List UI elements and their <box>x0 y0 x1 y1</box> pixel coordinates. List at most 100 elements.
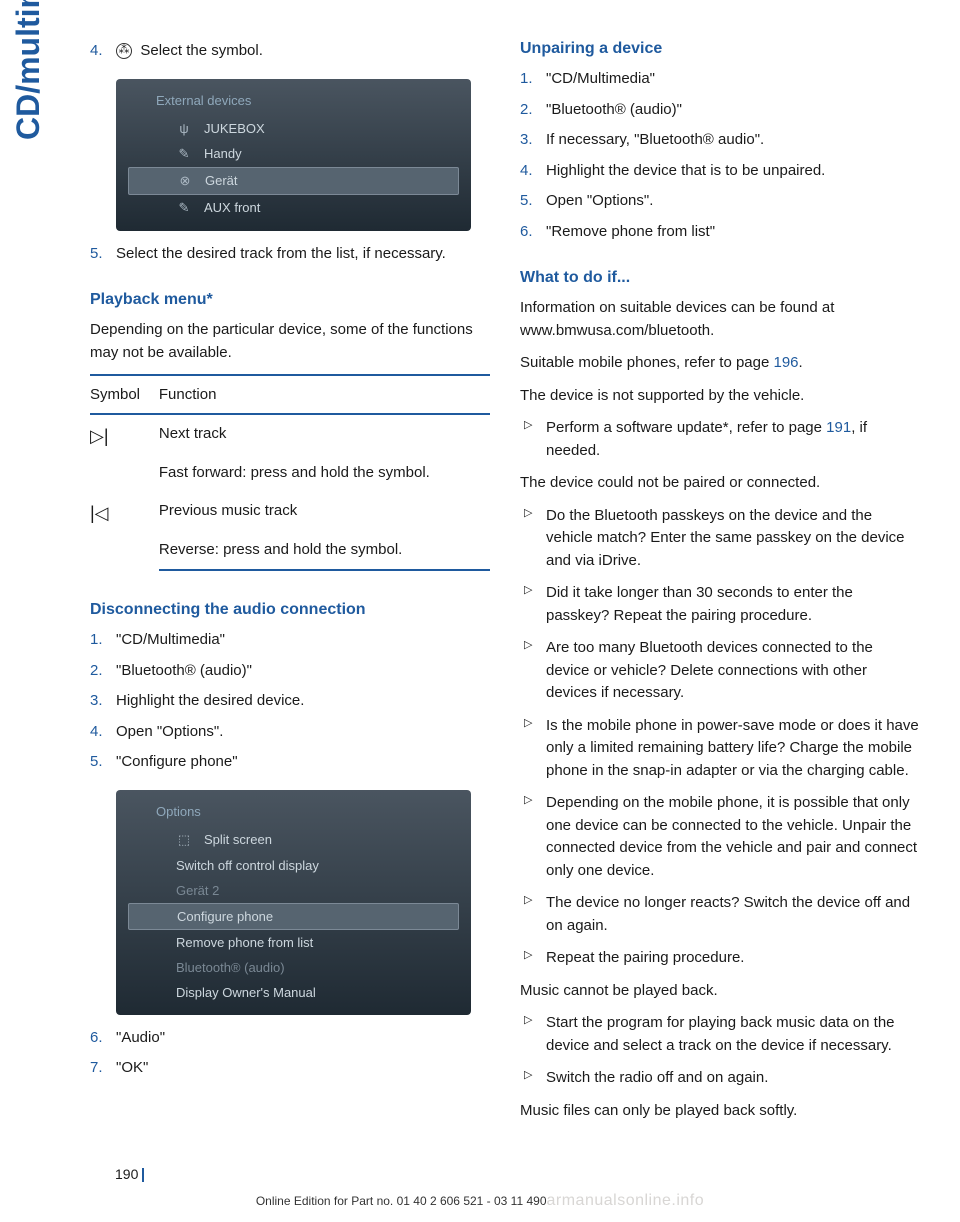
step-item: 4.Open "Options". <box>90 721 490 744</box>
bullet-item: ▷Is the mobile phone in power-save mode … <box>520 715 920 783</box>
step-item: 3.If necessary, "Bluetooth® audio". <box>520 129 920 152</box>
screenshot-row: Gerät 2 <box>116 878 471 903</box>
trouble3-bullets: ▷Start the program for playing back musi… <box>520 1012 920 1100</box>
symbol-cell: ▷| <box>90 414 159 492</box>
whatif-p2: Suitable mobile phones, refer to page 19… <box>520 352 920 375</box>
step-item: 2."Bluetooth® (audio)" <box>520 99 920 122</box>
prev-track-icon: |◁ <box>90 503 109 523</box>
triangle-icon: ▷ <box>520 1012 546 1057</box>
footer: Online Edition for Part no. 01 40 2 606 … <box>0 1192 960 1210</box>
playback-intro: Depending on the particular device, some… <box>90 319 490 364</box>
bluetooth-icon: ⁂ <box>116 43 132 59</box>
whatif-heading: What to do if... <box>520 269 920 287</box>
device-icon: ✎ <box>176 146 192 162</box>
function-cell: Fast forward: press and hold the symbol. <box>159 454 490 493</box>
triangle-icon: ▷ <box>520 947 546 970</box>
main-content: 4. ⁂ Select the symbol. External devices… <box>60 0 960 1222</box>
step-item: 6."Audio" <box>90 1027 490 1050</box>
steps-mid: 5. Select the desired track from the lis… <box>90 243 490 274</box>
triangle-icon: ▷ <box>520 715 546 783</box>
bluetooth-icon: ⊗ <box>177 173 193 189</box>
step-number: 4. <box>90 40 116 63</box>
step-item: 3.Highlight the desired device. <box>90 690 490 713</box>
step-item: 5."Configure phone" <box>90 751 490 774</box>
th-function: Function <box>159 375 490 414</box>
trouble1: The device is not supported by the vehic… <box>520 385 920 408</box>
triangle-icon: ▷ <box>520 505 546 573</box>
step-item: 7."OK" <box>90 1057 490 1080</box>
screenshot-header: External devices <box>116 89 471 116</box>
step-item: 1."CD/Multimedia" <box>520 68 920 91</box>
screenshot-row: Remove phone from list <box>116 930 471 955</box>
screenshot-options: Options ⬚Split screen Switch off control… <box>116 790 471 1015</box>
watermark: armanualsonline.info <box>547 1192 705 1209</box>
bullet-item: ▷The device no longer reacts? Switch the… <box>520 892 920 937</box>
bullet-item: ▷Did it take longer than 30 seconds to e… <box>520 582 920 627</box>
unpair-steps: 1."CD/Multimedia" 2."Bluetooth® (audio)"… <box>520 68 920 251</box>
screenshot-row: Bluetooth® (audio) <box>116 955 471 980</box>
split-icon: ⬚ <box>176 832 192 848</box>
triangle-icon: ▷ <box>520 792 546 882</box>
steps-bottom: 6."Audio" 7."OK" <box>90 1027 490 1088</box>
step-text: ⁂ Select the symbol. <box>116 40 490 63</box>
screenshot-row: Switch off control display <box>116 853 471 878</box>
function-table: Symbol Function ▷| Next track Fast forwa… <box>90 374 490 571</box>
screenshot-header: Options <box>116 800 471 827</box>
bullet-item: ▷Start the program for playing back musi… <box>520 1012 920 1057</box>
function-cell: Reverse: press and hold the symbol. <box>159 531 490 571</box>
bullet-item: ▷Repeat the pairing procedure. <box>520 947 920 970</box>
trouble1-bullets: ▷ Perform a software update*, refer to p… <box>520 417 920 472</box>
screenshot-row: ψJUKEBOX <box>116 116 471 141</box>
section-tab: CD/multimedia <box>0 0 60 1222</box>
next-track-icon: ▷| <box>90 426 109 446</box>
triangle-icon: ▷ <box>520 637 546 705</box>
section-label: CD/multimedia <box>10 0 47 140</box>
playback-heading: Playback menu* <box>90 291 490 309</box>
screenshot-row: ⬚Split screen <box>116 827 471 853</box>
aux-icon: ✎ <box>176 200 192 216</box>
screenshot-row: ✎Handy <box>116 141 471 167</box>
trouble3: Music cannot be played back. <box>520 980 920 1003</box>
triangle-icon: ▷ <box>520 582 546 627</box>
disconnect-steps: 1."CD/Multimedia" 2."Bluetooth® (audio)"… <box>90 629 490 782</box>
bullet-item: ▷Depending on the mobile phone, it is po… <box>520 792 920 882</box>
bullet-item: ▷ Perform a software update*, refer to p… <box>520 417 920 462</box>
step-item: 5.Open "Options". <box>520 190 920 213</box>
screenshot-external-devices: External devices ψJUKEBOX ✎Handy ⊗Gerät … <box>116 79 471 231</box>
step-item: 5. Select the desired track from the lis… <box>90 243 490 266</box>
th-symbol: Symbol <box>90 375 159 414</box>
step-text: Select the desired track from the list, … <box>116 243 490 266</box>
function-cell: Next track <box>159 414 490 454</box>
symbol-cell: |◁ <box>90 492 159 570</box>
screenshot-row-selected: ⊗Gerät <box>128 167 459 195</box>
steps-top: 4. ⁂ Select the symbol. <box>90 40 490 71</box>
trouble2: The device could not be paired or connec… <box>520 472 920 495</box>
page-number: 190 <box>115 1166 144 1182</box>
bullet-item: ▷Switch the radio off and on again. <box>520 1067 920 1090</box>
trouble4: Music files can only be played back soft… <box>520 1100 920 1123</box>
whatif-p1: Information on suitable devices can be f… <box>520 297 920 342</box>
triangle-icon: ▷ <box>520 417 546 462</box>
step-item: 4. ⁂ Select the symbol. <box>90 40 490 63</box>
triangle-icon: ▷ <box>520 1067 546 1090</box>
left-column: 4. ⁂ Select the symbol. External devices… <box>90 40 490 1202</box>
page-link[interactable]: 196 <box>774 354 799 371</box>
step-item: 4.Highlight the device that is to be unp… <box>520 160 920 183</box>
step-number: 5. <box>90 243 116 266</box>
screenshot-row: Display Owner's Manual <box>116 980 471 1005</box>
function-cell: Previous music track <box>159 492 490 531</box>
table-header-row: Symbol Function <box>90 375 490 414</box>
triangle-icon: ▷ <box>520 892 546 937</box>
table-row: |◁ Previous music track <box>90 492 490 531</box>
page-link[interactable]: 191 <box>826 419 851 436</box>
trouble2-bullets: ▷Do the Bluetooth passkeys on the device… <box>520 505 920 980</box>
bullet-item: ▷Are too many Bluetooth devices connecte… <box>520 637 920 705</box>
step-item: 1."CD/Multimedia" <box>90 629 490 652</box>
usb-icon: ψ <box>176 121 192 136</box>
bullet-item: ▷Do the Bluetooth passkeys on the device… <box>520 505 920 573</box>
screenshot-row: ✎AUX front <box>116 195 471 221</box>
step-item: 6."Remove phone from list" <box>520 221 920 244</box>
screenshot-row-selected: Configure phone <box>128 903 459 930</box>
right-column: Unpairing a device 1."CD/Multimedia" 2."… <box>520 40 920 1202</box>
step-item: 2."Bluetooth® (audio)" <box>90 660 490 683</box>
